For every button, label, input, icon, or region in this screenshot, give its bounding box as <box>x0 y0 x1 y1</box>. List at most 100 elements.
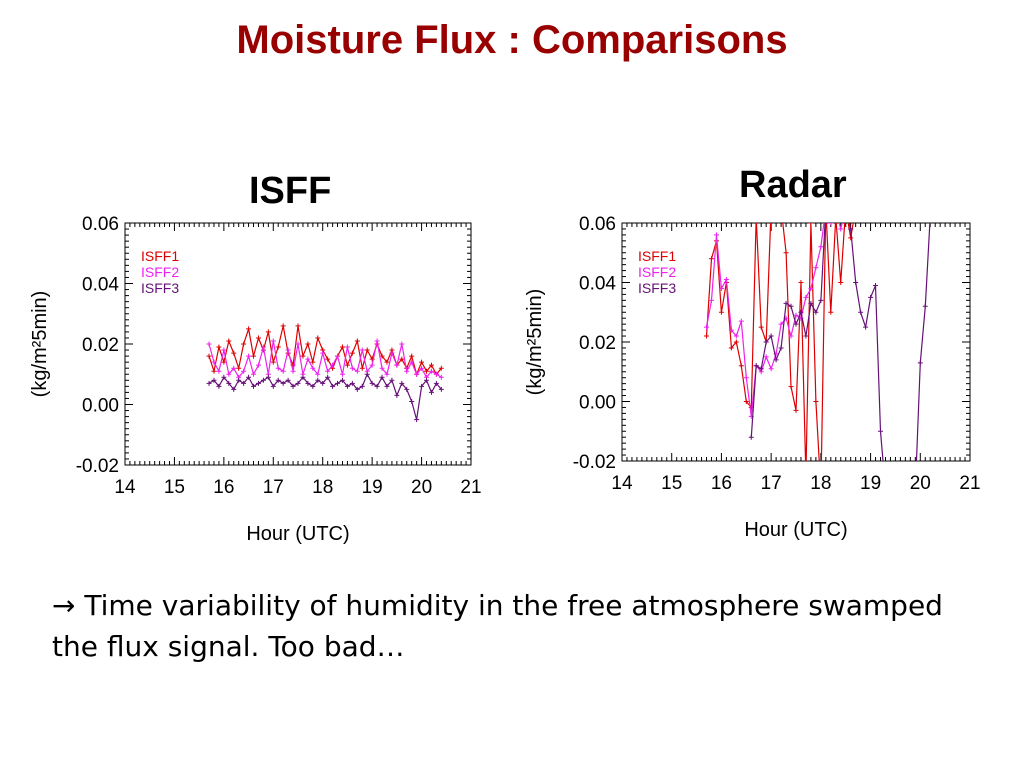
data-point <box>310 383 316 389</box>
data-point <box>206 341 212 347</box>
data-point <box>359 347 365 353</box>
data-point <box>813 265 819 271</box>
data-point <box>295 323 301 329</box>
data-point <box>438 374 444 380</box>
x-tick-label: 14 <box>114 477 136 498</box>
x-tick-label: 17 <box>761 473 782 494</box>
data-point <box>255 380 261 386</box>
data-point <box>828 309 834 315</box>
x-tick-label: 19 <box>362 477 383 498</box>
data-point <box>438 365 444 371</box>
data-point <box>251 371 257 377</box>
data-point <box>778 345 784 351</box>
series-line-isff1 <box>208 325 442 377</box>
series-group <box>704 208 933 493</box>
bullet-text: → Time variability of humidity in the fr… <box>52 585 992 667</box>
data-point <box>320 350 326 356</box>
y-tick-label: 0.00 <box>579 393 616 414</box>
data-point <box>409 359 415 365</box>
series-line-isff3 <box>208 372 442 420</box>
y-tick-label: 0.06 <box>579 214 616 235</box>
y-axis-label: (kg/m²5min) <box>524 289 546 396</box>
data-point <box>399 380 405 386</box>
data-point <box>315 335 321 341</box>
data-point <box>255 335 261 341</box>
data-point <box>428 389 434 395</box>
series-line-isff2 <box>705 223 843 417</box>
data-point <box>873 282 879 288</box>
data-point <box>241 341 247 347</box>
data-point <box>903 488 908 493</box>
data-point <box>394 362 400 368</box>
data-point <box>384 359 390 365</box>
data-point <box>325 374 331 380</box>
x-tick-label: 19 <box>860 473 881 494</box>
data-point <box>226 338 232 344</box>
data-point <box>389 350 395 356</box>
data-point <box>853 280 859 285</box>
data-point <box>428 368 434 374</box>
data-point <box>768 366 774 372</box>
data-point <box>216 368 222 374</box>
data-point <box>743 399 749 404</box>
x-tick-label: 16 <box>213 477 234 498</box>
data-point <box>803 473 808 478</box>
data-point <box>315 377 321 383</box>
data-point <box>211 368 217 374</box>
data-point <box>369 362 375 368</box>
data-point <box>728 327 734 333</box>
data-point <box>783 300 789 306</box>
legend-entry-isff2: ISFF2 <box>638 264 676 280</box>
y-tick-label: 0.04 <box>82 275 119 296</box>
data-point <box>330 362 336 368</box>
data-point <box>833 208 838 211</box>
data-point <box>265 374 271 380</box>
data-point <box>833 215 838 220</box>
series-line-isff2 <box>208 340 442 379</box>
data-point <box>928 215 933 220</box>
data-point <box>868 294 874 300</box>
data-point <box>241 380 247 386</box>
bullet-text-content: Time variability of humidity in the free… <box>52 589 943 663</box>
data-point <box>236 365 242 371</box>
x-tick-label: 15 <box>164 477 185 498</box>
legend-entry-isff2: ISFF2 <box>141 264 179 280</box>
data-point <box>280 380 286 386</box>
data-point <box>853 208 858 211</box>
data-point <box>241 368 247 374</box>
data-point <box>389 377 395 383</box>
data-point <box>438 386 444 392</box>
data-point <box>798 280 804 285</box>
data-point <box>843 208 848 211</box>
data-point <box>788 303 794 309</box>
x-tick-label: 15 <box>661 473 682 494</box>
data-point <box>858 309 864 315</box>
x-tick-label: 16 <box>711 473 732 494</box>
data-point <box>818 244 824 250</box>
data-point <box>339 371 345 377</box>
data-point <box>300 353 306 359</box>
y-axis-label: (kg/m²5min) <box>29 291 51 398</box>
data-point <box>221 374 227 380</box>
y-tick-label: 0.02 <box>82 335 119 356</box>
data-point <box>270 383 276 389</box>
data-point <box>922 303 928 309</box>
data-point <box>374 383 380 389</box>
data-point <box>246 326 252 332</box>
data-point <box>364 371 370 377</box>
slide-title: Moisture Flux : Comparisons <box>236 18 788 62</box>
data-point <box>399 341 405 347</box>
data-point <box>290 368 296 374</box>
data-point <box>409 398 415 404</box>
data-point <box>773 357 779 363</box>
data-point <box>838 226 844 232</box>
data-point <box>359 365 365 371</box>
data-point <box>349 365 355 371</box>
data-point <box>768 333 774 339</box>
data-point <box>733 339 739 345</box>
data-point <box>848 226 854 232</box>
data-point <box>216 344 222 350</box>
data-point <box>728 345 734 351</box>
series-group <box>206 323 444 423</box>
data-point <box>221 347 227 353</box>
